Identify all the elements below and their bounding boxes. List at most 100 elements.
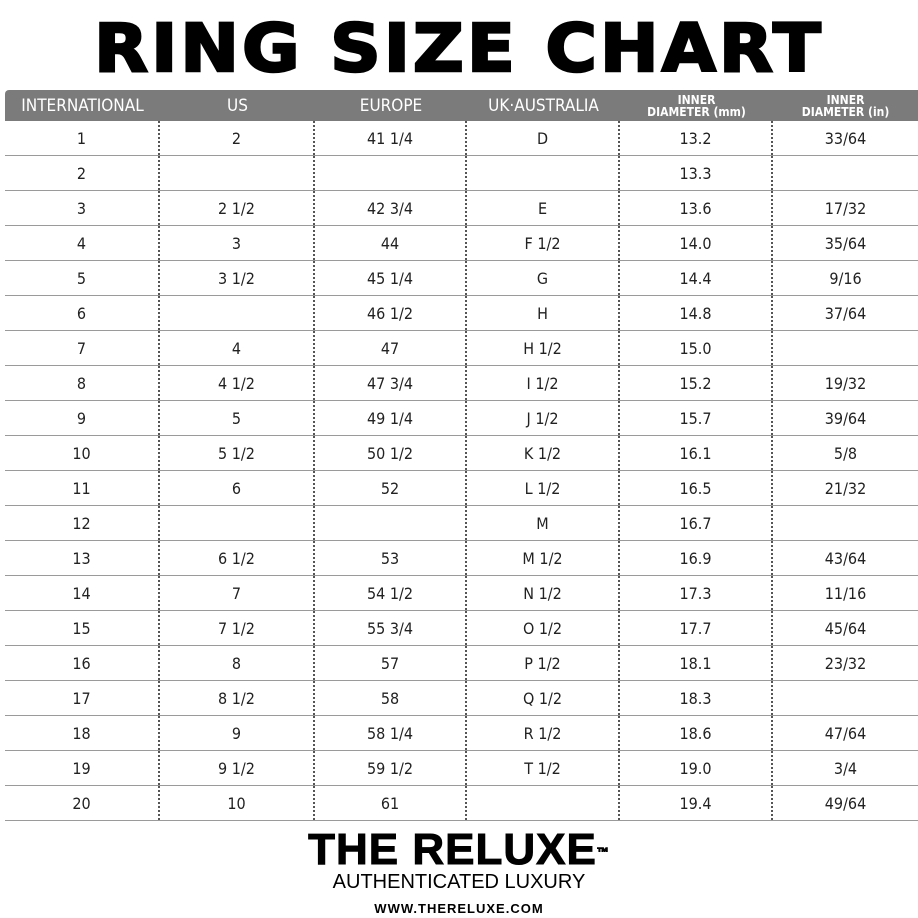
- cell-uk-australia: F 1/2: [467, 226, 620, 260]
- cell-inner-diameter-mm: 15.0: [620, 331, 773, 365]
- table-row: 20 10 61 19.4 49/64: [5, 786, 918, 821]
- cell-uk-australia: H: [467, 296, 620, 330]
- cell-us: 7: [160, 576, 315, 610]
- cell-us: 5 1/2: [160, 436, 315, 470]
- cell-international: 15: [5, 611, 160, 645]
- cell-inner-diameter-mm: 15.7: [620, 401, 773, 435]
- cell-uk-australia: M 1/2: [467, 541, 620, 575]
- cell-uk-australia: G: [467, 261, 620, 295]
- cell-international: 2: [5, 156, 160, 190]
- header-line: DIAMETER (in): [801, 104, 890, 119]
- header-europe: EUROPE: [359, 95, 423, 116]
- cell-inner-diameter-in: 11/16: [824, 583, 867, 603]
- header-line: INNER: [826, 92, 865, 107]
- cell-us: 5: [160, 401, 315, 435]
- cell-europe: 49 1/4: [315, 401, 467, 435]
- table-row: 9 5 49 1/4 J 1/2 15.7 39/64: [5, 401, 918, 436]
- cell-inner-diameter-mm: 15.2: [620, 366, 773, 400]
- cell-inner-diameter-mm: 14.4: [620, 261, 773, 295]
- header-inner-diameter-in: INNER DIAMETER (in): [773, 94, 918, 118]
- cell-europe: 59 1/2: [315, 751, 467, 785]
- header-uk-australia: UK·AUSTRALIA: [488, 95, 599, 116]
- cell-uk-australia: T 1/2: [467, 751, 620, 785]
- brand-logo: THE RELUXE™: [0, 827, 918, 872]
- cell-us: 4: [160, 331, 315, 365]
- table-row: 1 2 41 1/4 D 13.2 33/64: [5, 121, 918, 156]
- brand-tagline: AUTHENTICATED LUXURY: [332, 871, 586, 893]
- cell-international: 5: [5, 261, 160, 295]
- cell-international: 1: [5, 121, 160, 155]
- cell-inner-diameter-mm: 16.9: [620, 541, 773, 575]
- cell-europe: [315, 506, 467, 540]
- cell-inner-diameter-mm: 13.2: [620, 121, 773, 155]
- cell-europe: 58 1/4: [315, 716, 467, 750]
- cell-us: 9: [160, 716, 315, 750]
- table-row: 10 5 1/2 50 1/2 K 1/2 16.1 5/8: [5, 436, 918, 471]
- brand-url: WWW.THERELUXE.COM: [374, 901, 544, 916]
- table-row: 7 4 47 H 1/2 15.0: [5, 331, 918, 366]
- cell-inner-diameter-in: 45/64: [824, 618, 867, 638]
- cell-europe: 55 3/4: [315, 611, 467, 645]
- cell-inner-diameter-in: 37/64: [824, 303, 867, 323]
- cell-inner-diameter-mm: 14.8: [620, 296, 773, 330]
- cell-us: 2 1/2: [160, 191, 315, 225]
- cell-us: 4 1/2: [160, 366, 315, 400]
- header-line: INNER: [677, 92, 716, 107]
- table-body: 1 2 41 1/4 D 13.2 33/64 2 13.3 3 2 1/2 42 3/4 E 13.6…: [5, 121, 918, 821]
- trademark: ™: [596, 845, 610, 860]
- table-row: 16 8 57 P 1/2 18.1 23/32: [5, 646, 918, 681]
- cell-inner-diameter-in: [773, 681, 918, 715]
- cell-us: 6: [160, 471, 315, 505]
- cell-europe: 47 3/4: [315, 366, 467, 400]
- cell-international: 20: [5, 786, 160, 820]
- table-row: 17 8 1/2 58 Q 1/2 18.3: [5, 681, 918, 716]
- cell-international: 11: [5, 471, 160, 505]
- cell-us: 10: [160, 786, 315, 820]
- cell-us: 3 1/2: [160, 261, 315, 295]
- cell-europe: 46 1/2: [315, 296, 467, 330]
- cell-international: 16: [5, 646, 160, 680]
- table-row: 11 6 52 L 1/2 16.5 21/32: [5, 471, 918, 506]
- cell-us: 3: [160, 226, 315, 260]
- cell-inner-diameter-mm: 13.3: [620, 156, 773, 190]
- cell-international: 14: [5, 576, 160, 610]
- cell-inner-diameter-in: [773, 506, 918, 540]
- table-header: INTERNATIONAL US EUROPE UK·AUSTRALIA INN…: [5, 90, 918, 121]
- cell-europe: 45 1/4: [315, 261, 467, 295]
- cell-international: 19: [5, 751, 160, 785]
- cell-europe: 57: [315, 646, 467, 680]
- cell-inner-diameter-mm: 18.1: [620, 646, 773, 680]
- cell-uk-australia: N 1/2: [467, 576, 620, 610]
- cell-uk-australia: O 1/2: [467, 611, 620, 645]
- cell-us: [160, 296, 315, 330]
- cell-us: 7 1/2: [160, 611, 315, 645]
- header-us: US: [227, 95, 248, 116]
- cell-europe: 44: [315, 226, 467, 260]
- cell-international: 4: [5, 226, 160, 260]
- cell-us: [160, 506, 315, 540]
- cell-europe: 47: [315, 331, 467, 365]
- cell-uk-australia: K 1/2: [467, 436, 620, 470]
- cell-europe: 42 3/4: [315, 191, 467, 225]
- cell-europe: 54 1/2: [315, 576, 467, 610]
- cell-inner-diameter-mm: 16.7: [620, 506, 773, 540]
- header-line: DIAMETER (mm): [647, 104, 746, 119]
- table-row: 12 M 16.7: [5, 506, 918, 541]
- ring-size-table: INTERNATIONAL US EUROPE UK·AUSTRALIA INN…: [5, 90, 918, 821]
- cell-inner-diameter-mm: 19.4: [620, 786, 773, 820]
- cell-europe: 61: [315, 786, 467, 820]
- cell-europe: 52: [315, 471, 467, 505]
- cell-uk-australia: D: [467, 121, 620, 155]
- cell-inner-diameter-mm: 18.6: [620, 716, 773, 750]
- table-row: 4 3 44 F 1/2 14.0 35/64: [5, 226, 918, 261]
- cell-inner-diameter-in: 21/32: [824, 478, 867, 498]
- table-row: 18 9 58 1/4 R 1/2 18.6 47/64: [5, 716, 918, 751]
- cell-inner-diameter-in: 5/8: [833, 443, 858, 463]
- cell-europe: [315, 156, 467, 190]
- table-row: 19 9 1/2 59 1/2 T 1/2 19.0 3/4: [5, 751, 918, 786]
- cell-europe: 53: [315, 541, 467, 575]
- cell-international: 12: [5, 506, 160, 540]
- cell-us: 8 1/2: [160, 681, 315, 715]
- cell-inner-diameter-in: 39/64: [824, 408, 867, 428]
